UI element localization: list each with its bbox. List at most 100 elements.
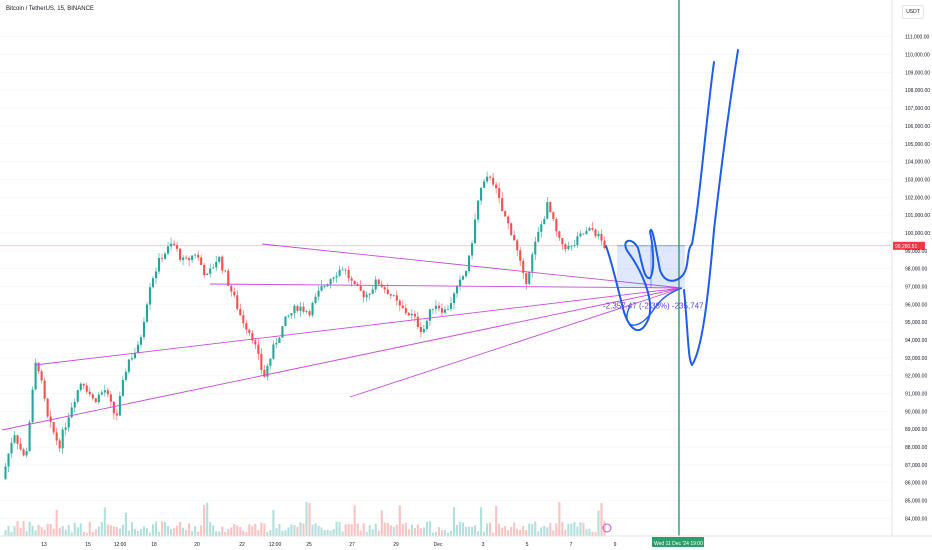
candle-body — [97, 394, 100, 403]
volume-bar — [362, 523, 365, 536]
y-tick-label: 86,000.00 — [905, 481, 927, 487]
candle-body — [495, 184, 498, 189]
y-tick-label: 92,000.00 — [905, 374, 927, 380]
candle-body — [362, 290, 365, 298]
candlesticks — [4, 171, 606, 480]
candle-body — [76, 390, 79, 402]
volume-bar — [257, 530, 260, 536]
crosshair-date-label: Wed 11 Dec '24 19:00 — [654, 541, 703, 547]
candle-body — [293, 305, 296, 314]
volume-bar — [266, 531, 269, 536]
candle-body — [206, 273, 209, 276]
candle-body — [597, 233, 600, 237]
volume-bar — [507, 530, 510, 536]
volume-bar — [458, 522, 462, 536]
candle-body — [133, 352, 136, 359]
volume-bar — [549, 523, 552, 536]
candle-body — [395, 295, 398, 301]
candle-body — [477, 200, 480, 220]
candle-body — [142, 321, 146, 338]
volume-bar — [603, 521, 606, 536]
volume-bar — [311, 524, 314, 536]
volume-bar — [230, 527, 233, 536]
candle-body — [431, 308, 434, 310]
candle-body — [163, 253, 167, 259]
volume-bar — [323, 529, 326, 536]
y-tick-label: 102,000.00 — [905, 195, 930, 201]
volume-bar — [516, 528, 519, 536]
candle-body — [525, 272, 528, 284]
candle-body — [600, 233, 603, 241]
candle-body — [513, 234, 516, 241]
volume-bar — [498, 523, 501, 536]
candle-body — [531, 254, 534, 272]
candle-body — [455, 285, 459, 294]
y-tick-label: 94,000.00 — [905, 338, 927, 344]
candle-body — [374, 279, 377, 290]
candle-body — [34, 362, 37, 390]
volume-bar — [170, 528, 173, 536]
volume-bar — [477, 531, 480, 536]
currency-badge[interactable]: USDT — [902, 5, 924, 19]
volume-bar — [350, 524, 353, 536]
volume-bar — [305, 501, 308, 536]
volume-bar — [564, 529, 567, 536]
volume-bar — [142, 526, 146, 536]
volume-bar — [133, 528, 136, 536]
volume-bar — [383, 522, 386, 536]
candle-body — [428, 309, 431, 321]
candle-body — [546, 202, 549, 219]
volume-bar — [537, 531, 540, 536]
candle-body — [398, 300, 401, 306]
volume-bar — [585, 529, 588, 536]
candle-body — [368, 293, 371, 295]
freehand-stroke-2 — [626, 287, 683, 326]
volume-bar — [4, 530, 7, 536]
volume-bar — [206, 502, 209, 536]
candle-body — [13, 435, 16, 443]
volume-bar — [43, 529, 46, 536]
volume-bar — [555, 523, 558, 536]
volume-bar — [326, 529, 329, 536]
volume-bar — [471, 526, 474, 536]
candle-body — [302, 306, 305, 312]
volume-bar — [139, 529, 143, 536]
candle-body — [449, 303, 453, 309]
y-tick-label: 90,000.00 — [905, 409, 927, 415]
volume-bar — [359, 530, 362, 536]
candle-body — [522, 260, 525, 273]
volume-bar — [218, 531, 221, 536]
trendline — [261, 243, 683, 289]
volume-bars — [4, 501, 606, 536]
volume-bar — [474, 525, 477, 536]
volume-bar — [338, 522, 341, 536]
candle-body — [22, 449, 25, 456]
candle-body — [591, 228, 594, 230]
candle-body — [474, 219, 477, 244]
candle-body — [422, 328, 425, 333]
candle-body — [272, 344, 275, 359]
volume-bar — [49, 524, 52, 536]
candle-body — [549, 202, 552, 213]
volume-bar — [148, 532, 152, 536]
candle-body — [467, 255, 471, 272]
candle-body — [492, 177, 495, 185]
candle-body — [112, 401, 115, 414]
candle-body — [115, 413, 118, 416]
candle-body — [582, 233, 585, 235]
candle-body — [452, 293, 456, 304]
candle-body — [290, 313, 293, 316]
volume-bar — [335, 521, 338, 536]
volume-bar — [31, 525, 34, 536]
volume-bar — [561, 522, 564, 536]
volume-bar — [203, 504, 206, 536]
candle-body — [19, 443, 22, 450]
volume-bar — [91, 532, 94, 536]
candle-body — [552, 212, 555, 220]
candle-body — [464, 271, 468, 277]
volume-bar — [46, 523, 49, 536]
x-tick-label: 27 — [349, 542, 355, 548]
volume-bar — [103, 507, 106, 536]
candle-body — [329, 278, 332, 285]
